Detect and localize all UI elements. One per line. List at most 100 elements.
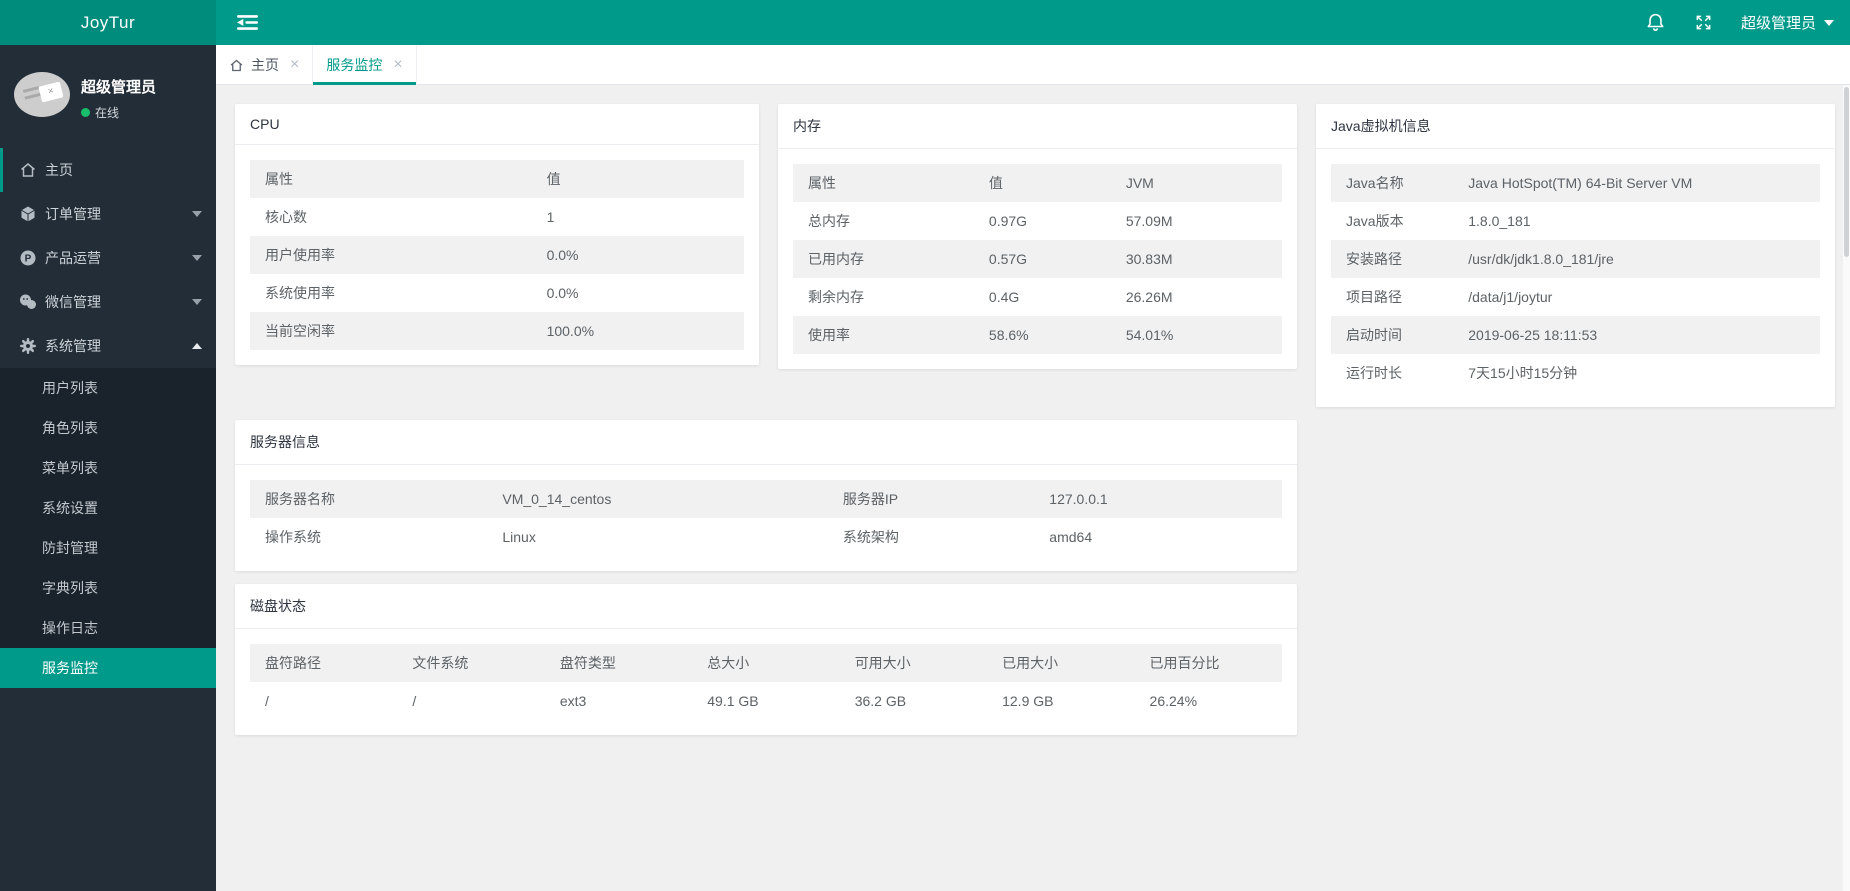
server-info-card: 服务器信息 服务器名称 VM_0_14_centos 服务器IP 127.0.0…	[235, 420, 1297, 571]
table-cell: 36.2 GB	[854, 693, 907, 709]
app-logo[interactable]: JoyTur	[0, 0, 216, 45]
table-cell: /usr/dk/jdk1.8.0_181/jre	[1468, 251, 1614, 267]
home-indicator-bar	[0, 148, 3, 192]
table-cell: 54.01%	[1125, 327, 1174, 343]
card-body: Java名称 Java HotSpot(TM) 64-Bit Server VM…	[1316, 149, 1835, 407]
tab-service-monitor[interactable]: 服务监控 ×	[313, 45, 417, 85]
notifications-button[interactable]	[1645, 12, 1666, 33]
disk-status-card: 磁盘状态 盘符路径 文件系统 盘符类型 总大小 可用大小 已用大小 已用百分比	[235, 584, 1297, 735]
card-title: Java虚拟机信息	[1316, 104, 1835, 149]
table-cell: 项目路径	[1346, 289, 1402, 305]
table-cell: 127.0.0.1	[1049, 491, 1108, 507]
menu-fold-icon	[237, 15, 258, 30]
sidebar-item-products[interactable]: P 产品运营	[0, 236, 216, 280]
table-cell: 服务器名称	[265, 491, 335, 507]
table-cell: 已用内存	[808, 251, 864, 267]
sidebar-item-block-management[interactable]: 防封管理	[42, 540, 98, 556]
sidebar-item-system[interactable]: 系统管理	[0, 324, 216, 368]
sidebar-item-role-list[interactable]: 角色列表	[42, 420, 98, 436]
table-row: 启动时间 2019-06-25 18:11:53	[1331, 316, 1820, 354]
table-cell: 0.0%	[546, 247, 579, 263]
bell-icon	[1647, 13, 1664, 31]
table-row: 当前空闲率 100.0%	[250, 312, 744, 350]
table-header-cell: 属性	[265, 171, 293, 187]
svg-text:P: P	[25, 254, 32, 265]
menu-label: 订单管理	[45, 206, 101, 222]
cpu-card: CPU 属性 值 核心数 1	[235, 104, 759, 365]
table-cell: 1.8.0_181	[1468, 213, 1531, 229]
table-header-cell: JVM	[1125, 175, 1154, 191]
table-row: / / ext3 49.1 GB 36.2 GB 12.9 GB 26.24%	[250, 682, 1282, 720]
table-cell: 用户使用率	[265, 247, 335, 263]
main-content: CPU 属性 值 核心数 1	[216, 85, 1850, 891]
table-header-cell: 值	[546, 171, 561, 187]
top-bar: JoyTur 超级管理员	[0, 0, 1850, 45]
sidebar-item-system-settings[interactable]: 系统设置	[42, 500, 98, 516]
table-cell: 7天15小时15分钟	[1468, 365, 1578, 381]
profile-name: 超级管理员	[81, 79, 157, 96]
user-menu[interactable]: 超级管理员	[1741, 12, 1834, 33]
tab-bar: 主页 × 服务监控 ×	[216, 45, 1850, 85]
table-cell: ext3	[559, 693, 587, 709]
table-cell: 100.0%	[546, 323, 595, 339]
table-cell: 58.6%	[988, 327, 1029, 343]
sidebar-item-orders[interactable]: 订单管理	[0, 192, 216, 236]
table-row: 用户使用率 0.0%	[250, 236, 744, 274]
sidebar-collapse-button[interactable]	[230, 0, 265, 45]
sidebar-item-menu-list[interactable]: 菜单列表	[42, 460, 98, 476]
table-cell: 12.9 GB	[1002, 693, 1054, 709]
table-cell: VM_0_14_centos	[502, 491, 612, 507]
table-cell: 0.97G	[988, 213, 1028, 229]
sidebar-item-dictionary-list[interactable]: 字典列表	[42, 580, 98, 596]
scrollbar-thumb[interactable]	[1844, 87, 1849, 257]
table-cell: /	[265, 693, 269, 709]
avatar-placeholder-lines	[22, 86, 40, 93]
sidebar-item-service-monitor[interactable]: 服务监控	[0, 648, 216, 688]
table-cell: 57.09M	[1125, 213, 1173, 229]
menu-label: 微信管理	[45, 294, 101, 310]
user-profile: × 超级管理员 在线	[0, 45, 216, 148]
broken-image-icon: ×	[38, 81, 64, 103]
tab-label: 服务监控	[326, 57, 383, 73]
gear-icon	[18, 336, 38, 356]
table-cell: 安装路径	[1346, 251, 1402, 267]
table-cell: 服务器IP	[842, 491, 899, 507]
card-title: CPU	[235, 104, 759, 145]
menu-label: 系统管理	[45, 338, 101, 354]
sidebar-item-wechat[interactable]: 微信管理	[0, 280, 216, 324]
sidebar: × 超级管理员 在线 主页	[0, 45, 216, 891]
wechat-icon	[18, 292, 38, 312]
table-cell: 总内存	[808, 213, 850, 229]
user-name: 超级管理员	[1740, 15, 1816, 32]
table-row: 安装路径 /usr/dk/jdk1.8.0_181/jre	[1331, 240, 1820, 278]
sidebar-item-home[interactable]: 主页	[0, 148, 216, 192]
sidebar-menu: 主页 订单管理 P 产品运营	[0, 148, 216, 688]
menu-label: 主页	[45, 162, 73, 178]
sidebar-item-operation-log[interactable]: 操作日志	[42, 620, 98, 636]
tab-home[interactable]: 主页 ×	[216, 45, 314, 85]
avatar: ×	[14, 72, 70, 117]
table-cell: 当前空闲率	[265, 323, 335, 339]
close-icon[interactable]: ×	[393, 56, 403, 73]
table-header-cell: 可用大小	[854, 655, 911, 671]
table-header-row: 属性 值 JVM	[793, 164, 1282, 202]
table-cell: 49.1 GB	[707, 693, 759, 709]
profile-info: 超级管理员 在线	[81, 72, 156, 148]
table-cell: amd64	[1049, 529, 1093, 545]
chevron-up-icon	[192, 343, 202, 349]
table-cell: 使用率	[808, 327, 850, 343]
memory-table: 属性 值 JVM 总内存 0.97G 57.09M 已用内存	[793, 164, 1282, 354]
card-body: 属性 值 JVM 总内存 0.97G 57.09M 已用内存	[778, 149, 1297, 369]
jvm-table: Java名称 Java HotSpot(TM) 64-Bit Server VM…	[1331, 164, 1820, 392]
server-table: 服务器名称 VM_0_14_centos 服务器IP 127.0.0.1 操作系…	[250, 480, 1282, 556]
sidebar-item-user-list[interactable]: 用户列表	[42, 380, 98, 396]
table-cell: 0.4G	[988, 289, 1020, 305]
scrollbar[interactable]	[1843, 85, 1850, 891]
table-header-row: 属性 值	[250, 160, 744, 198]
chevron-down-icon	[1824, 19, 1834, 26]
close-icon[interactable]: ×	[290, 56, 300, 73]
card-body: 服务器名称 VM_0_14_centos 服务器IP 127.0.0.1 操作系…	[235, 465, 1297, 571]
table-header-cell: 值	[988, 175, 1003, 191]
table-header-cell: 总大小	[707, 655, 750, 671]
fullscreen-button[interactable]	[1694, 13, 1713, 32]
